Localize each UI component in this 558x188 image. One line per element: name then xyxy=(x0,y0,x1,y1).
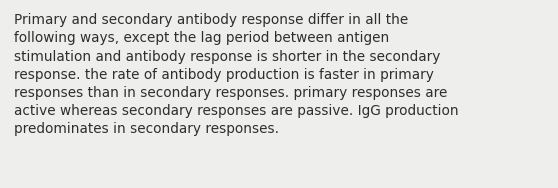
Text: Primary and secondary antibody response differ in all the
following ways, except: Primary and secondary antibody response … xyxy=(14,13,459,136)
